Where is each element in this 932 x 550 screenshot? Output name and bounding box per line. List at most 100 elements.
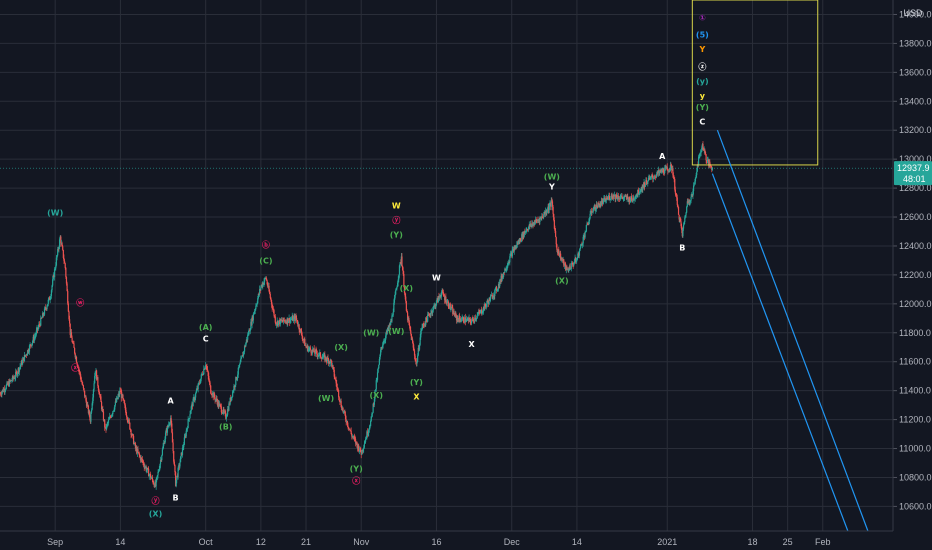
candle-body — [146, 468, 148, 470]
candle-body — [25, 354, 27, 356]
candle-body — [497, 283, 500, 289]
candle-body — [354, 439, 357, 444]
candle-body — [634, 199, 636, 201]
candle-body — [168, 424, 170, 427]
candle-body — [625, 196, 628, 200]
wave-label: (W) — [318, 394, 334, 403]
candle-body — [171, 423, 173, 433]
candle-body — [399, 262, 401, 266]
candle-body — [677, 204, 679, 207]
candle-body — [654, 176, 656, 178]
candle-body — [280, 318, 282, 321]
candle-body — [51, 285, 53, 291]
candle-body — [465, 319, 468, 322]
candle-body — [526, 228, 528, 231]
candle-body — [300, 329, 302, 332]
candle-body — [373, 404, 375, 405]
candle-body — [63, 257, 65, 262]
candle-body — [395, 288, 397, 291]
candle-body — [70, 332, 72, 335]
candle-body — [586, 223, 589, 225]
candle-body — [20, 360, 22, 365]
candle-body — [615, 194, 617, 200]
candle-body — [223, 411, 226, 413]
candle-body — [554, 228, 556, 232]
candle-body — [529, 223, 532, 227]
candle-body — [207, 371, 209, 376]
candle-body — [2, 389, 4, 392]
candle-body — [433, 305, 435, 307]
candle-body — [302, 338, 304, 340]
candle-body — [356, 441, 358, 445]
candle-body — [167, 425, 169, 427]
candle-body — [667, 170, 670, 172]
y-tick-label: 11800.0 — [899, 328, 931, 338]
wave-label: (5) — [696, 31, 709, 40]
candle-body — [159, 464, 161, 470]
candle-body — [423, 324, 425, 326]
candle-body — [386, 331, 388, 333]
candle-body — [173, 461, 175, 466]
candle-body — [391, 315, 393, 322]
candle-body — [439, 296, 441, 298]
candle-body — [437, 298, 439, 303]
candle-body — [598, 203, 601, 208]
candle-body — [671, 165, 673, 170]
candle-body — [377, 368, 379, 373]
candle-body — [403, 286, 406, 294]
candle-body — [360, 451, 362, 455]
candle-body — [180, 452, 182, 457]
candle-body — [219, 404, 221, 405]
candle-body — [560, 258, 562, 260]
candle-body — [248, 329, 251, 332]
candle-body — [668, 170, 670, 172]
candle-body — [672, 175, 675, 178]
candle-body — [511, 249, 513, 257]
candle-body — [349, 428, 351, 431]
candle-body — [252, 316, 254, 321]
candle-body — [645, 179, 648, 183]
candle-body — [127, 420, 129, 423]
candle-body — [385, 335, 387, 340]
candle-body — [592, 211, 594, 213]
candle-body — [58, 239, 61, 248]
candle-body — [370, 416, 372, 422]
candle-body — [393, 297, 396, 303]
candle-body — [190, 406, 192, 411]
candle-body — [329, 359, 332, 364]
candles — [0, 141, 713, 490]
candle-body — [570, 263, 572, 269]
candle-body — [247, 334, 249, 340]
candle-body — [287, 321, 290, 323]
candle-body — [418, 347, 420, 350]
candle-body — [282, 317, 285, 322]
candle-body — [105, 426, 107, 430]
candle-body — [59, 236, 61, 240]
candle-body — [681, 229, 683, 237]
candle-body — [52, 275, 54, 280]
candle-body — [383, 341, 385, 345]
candle-body — [558, 249, 560, 256]
candle-body — [483, 307, 485, 310]
candle-body — [402, 270, 404, 275]
candle-body — [184, 435, 186, 438]
candle-body — [84, 390, 86, 397]
candle-body — [291, 319, 293, 321]
candle-body — [415, 361, 417, 364]
candle-body — [174, 465, 176, 473]
candle-body — [242, 351, 244, 357]
candle-body — [147, 468, 149, 469]
candle-body — [499, 279, 502, 282]
wave-target-box — [691, 0, 819, 166]
currency-button[interactable]: USD — [903, 8, 923, 18]
candle-body — [685, 212, 687, 216]
candle-body — [279, 318, 281, 325]
candle-body — [100, 402, 103, 410]
candle-body — [67, 303, 69, 312]
candle-body — [92, 389, 95, 398]
candle-body — [656, 171, 658, 174]
candle-body — [284, 320, 286, 323]
candle-body — [606, 198, 608, 199]
